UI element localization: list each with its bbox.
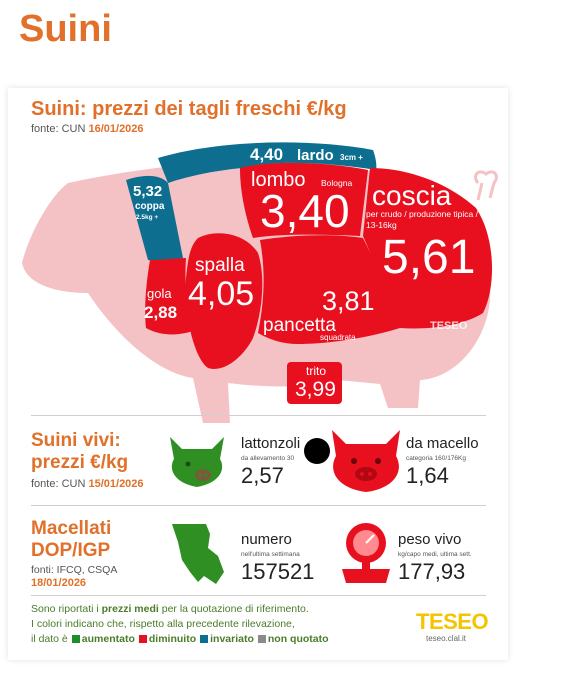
lombo-note: Bologna — [321, 178, 353, 188]
footer-line3-pre: il dato è — [31, 633, 68, 645]
legend-label: diminuito — [148, 633, 197, 645]
cut-lardo — [158, 142, 377, 183]
cut-pancetta — [258, 235, 400, 344]
coppa-name: coppa — [135, 201, 165, 212]
numero-value: 157521 — [241, 559, 315, 584]
pig-icon — [332, 430, 400, 492]
legend-label: non quotato — [267, 633, 329, 645]
gola-value: 2,88 — [144, 303, 178, 322]
legend-label: aumentato — [81, 633, 135, 645]
legend-label: invariato — [210, 633, 254, 645]
dop-source-date: 18/01/2026 — [31, 577, 87, 589]
spalla-value: 4,05 — [188, 275, 255, 313]
coscia-name: coscia — [372, 180, 452, 211]
lardo-note: 3cm + — [340, 153, 363, 162]
piglet-icon — [170, 437, 224, 487]
footer-line1-bold: prezzi medi — [101, 603, 159, 615]
coppa-note: 2.5kg + — [136, 214, 159, 221]
lattonzoli-note: da allevamento 30 — [241, 455, 295, 462]
footer-line1: Sono riportati i prezzi medi per la quot… — [31, 602, 411, 617]
pancetta-value: 3,81 — [322, 286, 375, 316]
scale-icon — [342, 523, 390, 583]
coscia-note: per crudo / produzione tipica / 13-16kg — [366, 209, 478, 230]
dop-heading-line2: DOP/IGP — [31, 540, 111, 561]
fresh-source-date: 16/01/2026 — [88, 123, 144, 135]
live-source-date: 15/01/2026 — [88, 478, 144, 490]
cut-spalla — [185, 233, 263, 369]
dop-source-label: fonti: IFCQ, CSQA — [31, 564, 118, 576]
lombo-name: lombo — [251, 169, 306, 191]
footer-text: Sono riportati i prezzi medi per la quot… — [31, 602, 411, 647]
numero-note: nell'ultima settimana — [241, 551, 300, 558]
macello-note: categoria 160/176Kg — [406, 455, 466, 462]
footer-line1-pre: Sono riportati i — [31, 603, 102, 615]
gola-name: gola — [147, 286, 172, 301]
legend-swatch-blue — [200, 635, 209, 644]
live-heading-line2: prezzi €/kg — [31, 452, 129, 473]
coscia-value: 5,61 — [382, 231, 476, 284]
footer-line1-post: per la quotazione di riferimento. — [158, 603, 309, 615]
cut-lombo — [240, 162, 368, 238]
cut-coppa — [126, 175, 183, 261]
peso-note: kg/capo medi, ultima sett. — [398, 551, 472, 558]
coppa-value: 5,32 — [133, 183, 163, 200]
legend-swatch-grey — [257, 635, 266, 644]
macello-value: 1,64 — [406, 463, 449, 488]
infographic-card: Suini: prezzi dei tagli freschi €/kg fon… — [8, 88, 508, 660]
cut-coscia — [363, 168, 493, 329]
spalla-name: spalla — [195, 255, 245, 276]
divider — [31, 505, 486, 506]
legend-swatch-red — [138, 635, 147, 644]
live-heading-line1: Suini vivi: — [31, 430, 121, 451]
lattonzoli-value: 2,57 — [241, 463, 284, 488]
dop-heading-line1: Macellati — [31, 518, 112, 539]
fresh-source: fonte: CUN 16/01/2026 — [31, 123, 144, 135]
watermark: TESEO — [430, 320, 468, 332]
pink-ribbon — [474, 170, 498, 201]
pancetta-note: squadrata — [320, 333, 356, 342]
dop-heading: Macellati DOP/IGP — [31, 518, 111, 562]
lattonzoli-label: lattonzoli — [241, 435, 301, 452]
macello-label: da macello — [406, 435, 479, 452]
divider — [31, 595, 486, 596]
fresh-heading: Suini: prezzi dei tagli freschi €/kg — [31, 98, 347, 120]
footer-line2: I colori indicano che, rispetto alla pre… — [31, 618, 295, 630]
teseo-logo-sub[interactable]: teseo.clal.it — [426, 634, 467, 643]
peso-label: peso vivo — [398, 531, 462, 548]
trito-name: trito — [306, 364, 327, 378]
live-heading: Suini vivi: prezzi €/kg — [31, 430, 128, 474]
cut-trito-box — [287, 362, 342, 404]
numero-label: numero — [241, 531, 292, 548]
teseo-logo: TESEO — [416, 609, 489, 634]
live-source: fonte: CUN 15/01/2026 — [31, 478, 144, 490]
pig-cuts-diagram — [22, 142, 498, 423]
lardo-value: 4,40 — [250, 145, 284, 164]
legend-swatch-green — [71, 635, 80, 644]
cut-gola — [145, 258, 193, 335]
lombo-value: 3,40 — [260, 185, 350, 237]
divider — [31, 415, 486, 416]
peso-value: 177,93 — [398, 559, 466, 584]
italy-map-icon — [172, 524, 224, 584]
live-source-label: fonte: CUN — [31, 478, 86, 490]
dot-marker — [304, 438, 330, 464]
lardo-name: lardo — [297, 147, 334, 164]
pancetta-name: pancetta — [263, 315, 336, 336]
fresh-source-label: fonte: CUN — [31, 123, 86, 135]
footer-line3: il dato è aumentato diminuito invariato non … — [31, 632, 411, 647]
page-title: Suini — [19, 8, 112, 50]
trito-value: 3,99 — [295, 378, 336, 401]
